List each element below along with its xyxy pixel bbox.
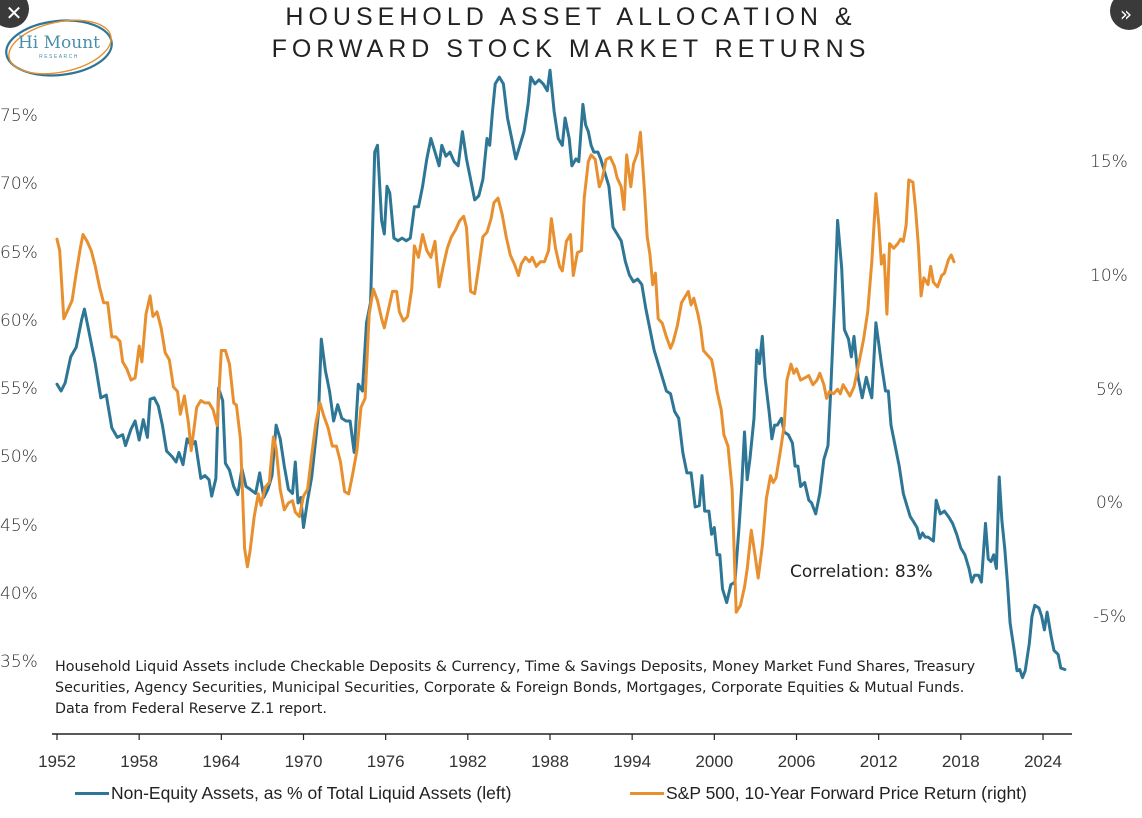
chart-title-line-2: FORWARD STOCK MARKET RETURNS — [271, 35, 871, 63]
left-y-tick-label: 60% — [0, 310, 38, 331]
x-tick-label: 2012 — [859, 752, 898, 771]
double-chevron-right-icon: » — [1119, 2, 1133, 26]
left-y-tick-label: 45% — [0, 515, 38, 536]
legend-label: Non-Equity Assets, as % of Total Liquid … — [111, 783, 512, 803]
x-tick-label: 1952 — [38, 752, 76, 771]
footnote-line: Household Liquid Assets include Checkabl… — [55, 659, 976, 675]
x-tick-label: 1988 — [531, 752, 569, 771]
right-y-tick-label: -5% — [1093, 607, 1127, 627]
footnote: Household Liquid Assets include Checkabl… — [55, 657, 1015, 720]
legend-item-sp500: S&P 500, 10-Year Forward Price Return (r… — [630, 783, 1027, 804]
legend-swatch-orange — [630, 792, 664, 795]
left-y-tick-label: 35% — [0, 652, 38, 672]
next-button[interactable]: » — [1110, 0, 1142, 30]
correlation-annotation: Correlation: 83% — [790, 562, 933, 582]
logo-rings-icon — [5, 19, 113, 77]
x-tick-label: 2000 — [695, 752, 734, 771]
left-y-tick-label: 75% — [0, 106, 38, 126]
x-tick-label: 1982 — [448, 752, 487, 771]
legend-swatch-blue — [75, 792, 109, 795]
series-line-sp500-forward-return — [55, 130, 956, 614]
legend-item-non-equity: Non-Equity Assets, as % of Total Liquid … — [75, 783, 511, 804]
x-tick-label: 1958 — [120, 752, 159, 771]
footnote-line: Data from Federal Reserve Z.1 report. — [55, 701, 327, 717]
x-tick-label: 2024 — [1024, 752, 1062, 771]
footnote-line: Securities, Agency Securities, Municipal… — [55, 680, 965, 696]
left-y-tick-label: 55% — [0, 379, 38, 399]
x-tick-label: 1964 — [202, 752, 241, 771]
logo-name: Hi Mount — [17, 33, 101, 53]
x-tick-label: 1994 — [613, 752, 652, 771]
x-tick-label: 2018 — [941, 752, 980, 771]
right-y-tick-label: 15% — [1090, 152, 1128, 172]
x-tick-label: 2006 — [777, 752, 816, 771]
right-y-tick-label: 5% — [1096, 379, 1123, 400]
chart-title-line-1: HOUSEHOLD ASSET ALLOCATION & — [285, 3, 857, 31]
left-y-tick-label: 70% — [0, 174, 38, 195]
left-y-tick-label: 65% — [0, 242, 38, 263]
logo-subtitle: RESEARCH — [39, 54, 79, 60]
series-line-non-equity-assets — [55, 68, 1067, 680]
right-y-tick-label: 10% — [1090, 265, 1128, 286]
x-tick-label: 1970 — [284, 752, 323, 771]
left-y-tick-label: 40% — [0, 583, 38, 604]
x-tick-label: 1976 — [366, 752, 405, 771]
left-y-tick-label: 50% — [0, 447, 38, 468]
close-icon: ✕ — [5, 1, 23, 25]
right-y-tick-label: 0% — [1096, 493, 1123, 514]
legend-label: S&P 500, 10-Year Forward Price Return (r… — [666, 783, 1027, 803]
